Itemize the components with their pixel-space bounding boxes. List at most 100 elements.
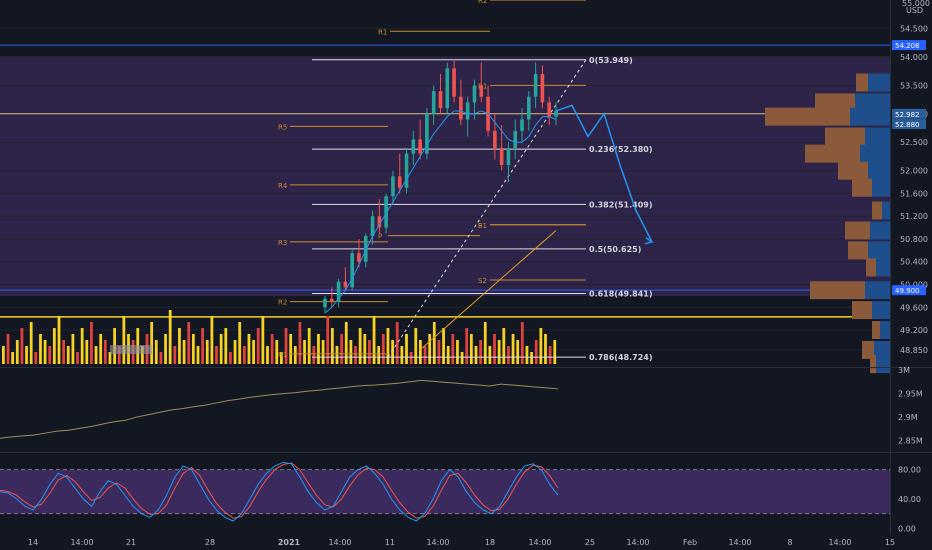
volume-bar [122,316,126,364]
time-tick-label: 18 [485,538,495,547]
volume-bar [141,346,144,364]
volume-bar [520,322,524,364]
time-tick-label: 14:00 [328,538,351,547]
volume-bar [289,334,293,364]
candle-body[interactable] [472,85,477,103]
candle-body[interactable] [527,96,531,120]
volume-bar [164,334,167,364]
volume-bar [90,322,93,364]
volume-bar [182,340,186,364]
candle-body[interactable] [397,176,402,188]
candle-body[interactable] [404,153,409,188]
trend-lines[interactable] [387,59,587,358]
candle-body[interactable] [452,68,456,97]
candle-body[interactable] [370,216,375,237]
price-tag-label: 54.208 [895,42,920,50]
candle-body[interactable] [350,253,354,288]
volume-bar [229,352,232,364]
candle-body[interactable] [506,147,511,166]
price-grid [0,27,890,351]
volume-profile-bar [872,201,882,220]
candle-body[interactable] [357,253,361,262]
volume-bar [432,322,436,364]
candle-body[interactable] [479,85,484,97]
candle-body[interactable] [431,91,436,114]
volume-bar [108,352,112,364]
indicator-line [0,379,559,439]
time-tick-label: 14 [28,538,38,547]
time-tick-label: 14:00 [70,538,93,547]
candle-body[interactable] [377,216,382,228]
volume-profile-bar [862,340,874,359]
volume-bar [29,322,33,364]
candle-body[interactable] [438,91,443,109]
volume-profile-bar [874,340,890,359]
candle-body[interactable] [540,73,545,103]
candlestick-series[interactable] [323,59,558,313]
volume-profile-bar [838,161,868,180]
volume-bar [43,340,47,364]
candle-body[interactable] [465,102,470,120]
candle-body[interactable] [363,236,368,262]
volume-bar [173,346,177,364]
indicator-tick-label: 2.9M [898,413,918,422]
price-tick-label: 48.850 [900,346,928,355]
price-tick-label: 51.600 [900,189,928,198]
volume-bar [405,334,408,364]
candle-body[interactable] [459,96,463,120]
candle-body[interactable] [533,73,538,97]
volume-profile-bar [868,161,890,180]
candle-body[interactable] [554,110,558,117]
price-tick-label: 52.500 [900,138,928,147]
fib-retracement[interactable]: 0(53.949) 0.236(52.380) 0.382(51.409) 0.5(5… [312,56,653,362]
candle-body[interactable] [384,196,388,228]
volume-bar [321,340,325,364]
volume-profile-bar [868,241,890,260]
volume-bar [196,346,200,364]
volume-profile-bar [872,301,890,320]
projection-line[interactable] [555,104,653,243]
volume-bar [488,346,492,364]
volume-bar [201,328,205,364]
candle-body[interactable] [547,102,552,117]
price-tag [892,40,926,51]
candle-body[interactable] [323,298,327,308]
candle-body[interactable] [391,176,395,197]
projection-path[interactable] [555,104,654,245]
volume-profile-bar [865,281,890,300]
volume-bar [493,334,496,364]
candle-body[interactable] [425,113,429,154]
volume-bar [191,334,195,364]
indicator-pane[interactable]: 3M 2.95M 2.9M 2.85M [0,366,923,446]
volume-bar [99,334,103,364]
candle-body[interactable] [513,130,518,148]
volume-profile-bar [852,301,872,320]
candle-body[interactable] [499,147,504,166]
time-tick-label: 14:00 [728,538,751,547]
volume-bar [168,310,172,364]
volume-bar [298,322,302,364]
price-pane[interactable]: 0(53.949) 0.236(52.380) 0.382(51.409) 0.5(5… [0,0,890,374]
candle-body[interactable] [343,281,348,288]
time-tick-label: 25 [585,538,595,547]
volume-bar [372,316,376,364]
volume-bar [354,346,357,364]
candle-body[interactable] [445,68,450,109]
candle-body[interactable] [493,130,497,148]
volume-bar [423,346,427,364]
candle-body[interactable] [418,139,422,154]
candle-body[interactable] [336,281,341,302]
price-tick-label: 50.800 [900,235,928,244]
pivot-label: S1 [478,222,487,230]
volume-profile-bar [866,258,876,277]
time-axis[interactable]: 14 14:00 21 28 2021 14:00 11 14:00 18 14:00 25 14:0… [28,538,895,547]
candle-body[interactable] [520,119,524,131]
stochastic-pane[interactable]: 80.00 40.00 0.00 [0,461,921,533]
volume-bar [326,316,330,364]
candle-body[interactable] [411,139,416,154]
volume-bar [103,340,107,364]
candle-body[interactable] [329,298,334,302]
indicator-tick-label: 2.85M [898,437,923,446]
volume-bar [303,340,306,364]
